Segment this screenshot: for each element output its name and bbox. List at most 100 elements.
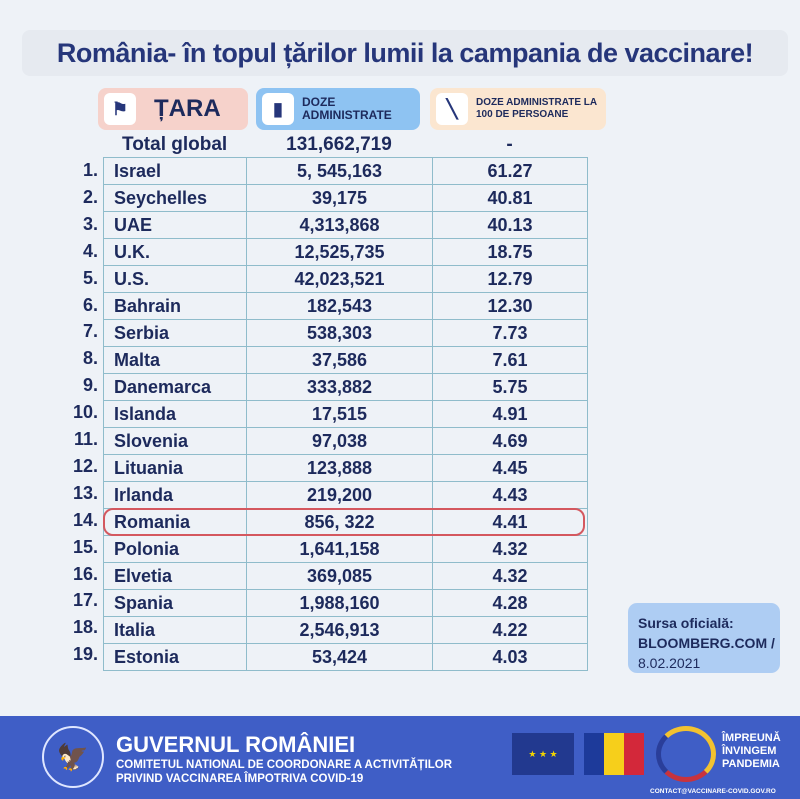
- eu-flag-icon: ★ ★ ★: [512, 733, 574, 775]
- cell-per100: 61.27: [432, 157, 588, 185]
- cell-doses: 97,038: [246, 427, 433, 455]
- total-per100: -: [506, 134, 513, 155]
- cell-doses: 123,888: [246, 454, 433, 482]
- row-rank: 2.: [82, 186, 98, 207]
- contact-email[interactable]: CONTACT@VACCINARE-COVID.GOV.RO: [650, 788, 776, 795]
- row-rank: 1.: [82, 160, 98, 180]
- government-name: GUVERNUL ROMÂNIEI: [116, 732, 356, 757]
- row-rank: 13.: [72, 482, 98, 503]
- table-row: Romania 856, 322 4.41: [103, 508, 588, 536]
- row-rank: 9.: [82, 375, 98, 396]
- cell-per100: 18.75: [432, 238, 588, 266]
- cell-doses: 538,303: [246, 319, 433, 347]
- cell-doses: 2,546,913: [246, 616, 433, 644]
- row-rank: 11.: [73, 429, 98, 449]
- cell-doses: 17,515: [246, 400, 433, 428]
- cell-country: Estonia: [103, 643, 247, 671]
- cell-per100: 4.32: [432, 562, 588, 590]
- cell-country: Irlanda: [103, 481, 247, 509]
- cell-per100: 4.32: [432, 535, 588, 563]
- cell-country: U.K.: [103, 238, 247, 266]
- cell-per100: 4.91: [432, 400, 588, 428]
- row-rank: 6.: [82, 294, 98, 315]
- cell-doses: 1,641,158: [246, 535, 433, 563]
- cell-per100: 7.61: [432, 346, 588, 374]
- vaccination-table: Israel 5, 545,163 61.27 Seychelles 39,175 40.…: [103, 157, 588, 671]
- source-box: Sursa oficială: BLOOMBERG.COM / 8.02.202…: [628, 603, 780, 673]
- table-row: Serbia 538,303 7.73: [103, 319, 588, 347]
- table-row: U.K. 12,525,735 18.75: [103, 238, 588, 266]
- cell-country: Bahrain: [103, 292, 247, 320]
- cell-doses: 182,543: [246, 292, 433, 320]
- cell-doses: 12,525,735: [246, 238, 433, 266]
- row-rank: 12.: [72, 455, 98, 476]
- cell-per100: 12.79: [432, 265, 588, 293]
- table-row: Estonia 53,424 4.03: [103, 643, 588, 671]
- table-row: Malta 37,586 7.61: [103, 346, 588, 374]
- cell-country: Serbia: [103, 319, 247, 347]
- cell-country: Spania: [103, 589, 247, 617]
- syringe-icon: ╲: [436, 93, 468, 125]
- cell-doses: 369,085: [246, 562, 433, 590]
- row-rank: 16.: [72, 563, 98, 584]
- cell-per100: 5.75: [432, 373, 588, 401]
- total-label: Total global: [122, 134, 228, 155]
- table-row: U.S. 42,023,521 12.79: [103, 265, 588, 293]
- committee-name: COMITETUL NATIONAL DE COORDONARE A ACTIV…: [116, 758, 452, 786]
- cell-country: Danemarca: [103, 373, 247, 401]
- cell-per100: 4.03: [432, 643, 588, 671]
- cell-country: Israel: [103, 157, 247, 185]
- slogan-line1: ÎMPREUNĂ: [722, 732, 781, 744]
- cell-per100: 40.13: [432, 211, 588, 239]
- cell-doses: 53,424: [246, 643, 433, 671]
- cell-per100: 4.22: [432, 616, 588, 644]
- total-doses: 131,662,719: [286, 134, 392, 155]
- campaign-slogan: ÎMPREUNĂ ÎNVINGEM PANDEMIA: [722, 732, 781, 771]
- source-label: Sursa oficială:: [638, 615, 734, 631]
- cell-doses: 1,988,160: [246, 589, 433, 617]
- page-title: România- în topul țărilor lumii la campa…: [22, 30, 788, 76]
- row-rank: 3.: [82, 213, 98, 234]
- table-row: Danemarca 333,882 5.75: [103, 373, 588, 401]
- cell-per100: 4.28: [432, 589, 588, 617]
- cell-doses: 39,175: [246, 184, 433, 212]
- campaign-logo-icon: [656, 726, 716, 782]
- table-row: UAE 4,313,868 40.13: [103, 211, 588, 239]
- romania-highlight: [103, 508, 585, 536]
- slogan-line2: ÎNVINGEM: [722, 745, 777, 757]
- header-country-label: ȚARA: [154, 95, 221, 122]
- cell-country: Polonia: [103, 535, 247, 563]
- cell-doses: 219,200: [246, 481, 433, 509]
- cell-country: Malta: [103, 346, 247, 374]
- row-rank: 5.: [82, 267, 98, 288]
- cell-doses: 42,023,521: [246, 265, 433, 293]
- government-seal-icon: 🦅: [42, 726, 104, 788]
- table-row: Polonia 1,641,158 4.32: [103, 535, 588, 563]
- cell-doses: 333,882: [246, 373, 433, 401]
- table-row: Spania 1,988,160 4.28: [103, 589, 588, 617]
- flags-icon: ⚑: [104, 93, 136, 125]
- header-per100: ╲ DOZE ADMINISTRATE LA 100 DE PERSOANE: [430, 88, 606, 130]
- table-row: Slovenia 97,038 4.69: [103, 427, 588, 455]
- cell-country: Islanda: [103, 400, 247, 428]
- row-rank: 4.: [82, 240, 98, 261]
- romania-flag-icon: [584, 733, 644, 775]
- cell-per100: 12.30: [432, 292, 588, 320]
- cell-country: Slovenia: [103, 427, 247, 455]
- header-country: ⚑ ȚARA: [98, 88, 248, 130]
- row-rank: 15.: [72, 536, 98, 557]
- cell-country: Elvetia: [103, 562, 247, 590]
- cell-per100: 7.73: [432, 319, 588, 347]
- cell-per100: 4.43: [432, 481, 588, 509]
- committee-line2: PRIVIND VACCINAREA ÎMPOTRIVA COVID-19: [116, 773, 364, 785]
- row-rank: 14.: [72, 509, 98, 530]
- slogan-line3: PANDEMIA: [722, 758, 780, 770]
- row-rank: 7.: [82, 321, 98, 342]
- committee-line1: COMITETUL NATIONAL DE COORDONARE A ACTIV…: [116, 759, 453, 771]
- cell-country: Italia: [103, 616, 247, 644]
- cell-doses: 4,313,868: [246, 211, 433, 239]
- cell-per100: 4.69: [432, 427, 588, 455]
- cell-per100: 4.45: [432, 454, 588, 482]
- table-row: Israel 5, 545,163 61.27: [103, 157, 588, 185]
- row-rank: 10.: [72, 402, 98, 423]
